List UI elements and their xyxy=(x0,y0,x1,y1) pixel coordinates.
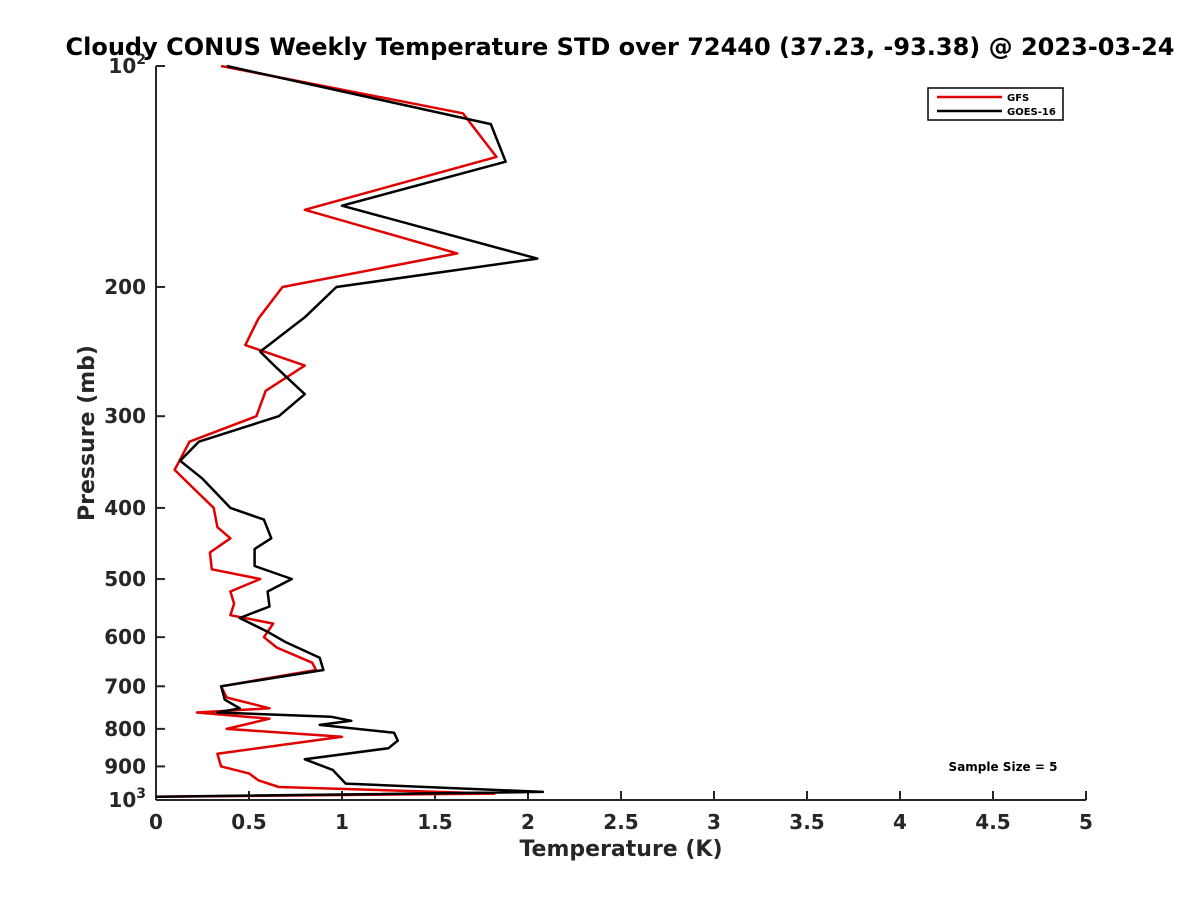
y-tick-label: 700 xyxy=(104,674,146,698)
y-tick-label: 600 xyxy=(104,625,146,649)
x-tick-label: 4 xyxy=(893,810,907,834)
x-tick-label: 4.5 xyxy=(975,810,1010,834)
x-tick-label: 3.5 xyxy=(789,810,824,834)
plot-area xyxy=(155,66,1086,801)
y-tick-label: 900 xyxy=(104,754,146,778)
y-tick-base: 10 xyxy=(108,54,136,78)
x-axis-ticks: 0 0.5 1 1.5 2 2.5 3 3.5 4 4.5 5 xyxy=(149,791,1093,834)
x-tick-label: 1.5 xyxy=(417,810,452,834)
y-tick-label-power: 102 xyxy=(108,52,146,78)
y-tick-label: 300 xyxy=(104,404,146,428)
y-tick-exponent: 2 xyxy=(136,52,146,68)
chart-title: Cloudy CONUS Weekly Temperature STD over… xyxy=(66,33,1175,61)
legend-label: GFS xyxy=(1007,93,1029,104)
y-axis-label: Pressure (mb) xyxy=(75,345,100,521)
x-tick-label: 1 xyxy=(335,810,349,834)
legend: GFS GOES-16 xyxy=(927,87,1064,121)
x-tick-label: 0 xyxy=(149,810,163,834)
legend-label: GOES-16 xyxy=(1007,107,1056,118)
x-tick-label: 5 xyxy=(1079,810,1093,834)
series-line-gfs xyxy=(155,64,498,799)
y-tick-label: 200 xyxy=(104,275,146,299)
x-tick-label: 0.5 xyxy=(231,810,266,834)
y-tick-label: 800 xyxy=(104,717,146,741)
series-layer xyxy=(155,64,545,799)
x-tick-label: 3 xyxy=(707,810,721,834)
sample-size-annotation: Sample Size = 5 xyxy=(949,760,1058,774)
x-tick-label: 2.5 xyxy=(603,810,638,834)
x-axis-label: Temperature (K) xyxy=(519,837,722,862)
y-tick-label-power: 103 xyxy=(108,786,146,812)
y-tick-base: 10 xyxy=(108,788,136,812)
y-tick-label: 500 xyxy=(104,567,146,591)
y-tick-label: 400 xyxy=(104,496,146,520)
x-tick-label: 2 xyxy=(521,810,535,834)
y-tick-exponent: 3 xyxy=(136,786,146,802)
legend-box xyxy=(927,87,1064,121)
series-line-goes-16 xyxy=(155,64,545,799)
